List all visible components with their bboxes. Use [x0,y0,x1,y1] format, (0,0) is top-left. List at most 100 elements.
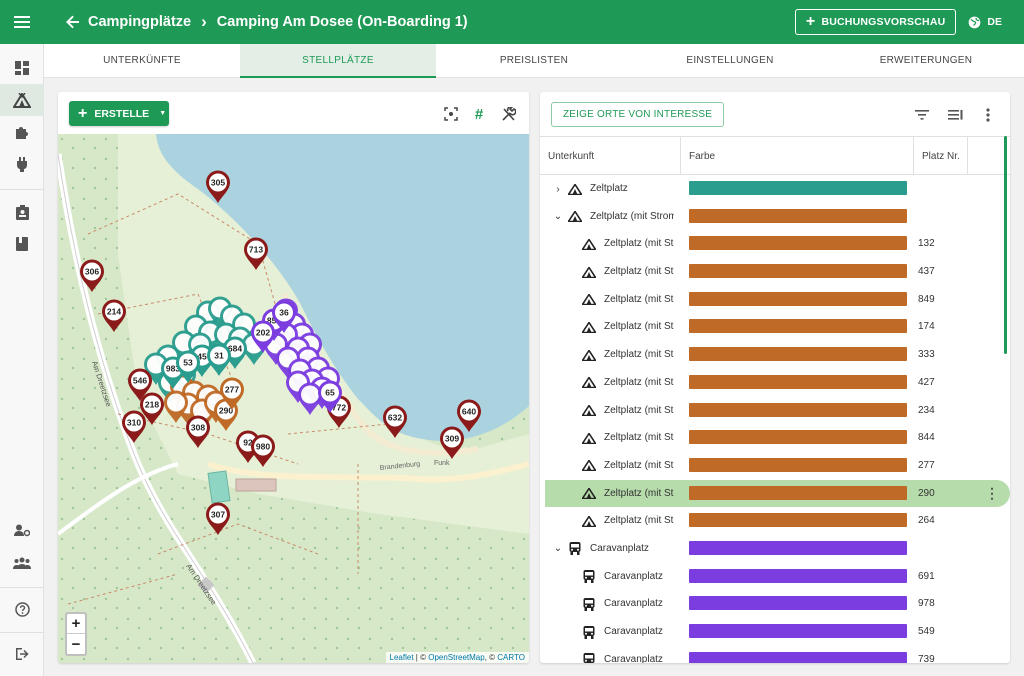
table-group-row[interactable]: › Zeltplatz [540,175,1010,203]
row-menu-icon[interactable]: ⋮ [985,484,999,501]
user-settings-icon[interactable] [0,514,44,546]
attribution-carto-link[interactable]: CARTO [497,653,525,662]
column-header-accommodation[interactable]: Unterkunft [540,137,681,175]
map-pin[interactable]: 277 [220,377,244,411]
table-row[interactable]: Caravanplatz 691 [540,563,1010,591]
dashboard-icon[interactable] [0,52,44,84]
map-pin[interactable]: 772 [327,395,351,429]
map-pin[interactable]: 308 [186,415,210,449]
tools-icon[interactable] [497,103,519,125]
color-swatch[interactable] [689,430,907,445]
chevron-right-icon[interactable]: › [556,183,560,195]
map-pin[interactable]: 306 [80,259,104,293]
color-swatch[interactable] [689,596,907,611]
table-scrollbar[interactable] [1004,136,1007,354]
table-row[interactable]: Zeltplatz (mit Strom) 333 [540,341,1010,369]
back-arrow-icon[interactable] [58,0,88,44]
chevron-down-icon[interactable]: ⌄ [553,543,563,555]
tab-extensions[interactable]: ERWEITERUNGEN [879,55,973,66]
color-swatch[interactable] [689,319,907,334]
table-group-row[interactable]: ⌄ Caravanplatz [540,535,1010,563]
tab-accommodations[interactable]: UNTERKÜNFTE [103,55,181,66]
map-pin[interactable]: 305 [206,170,230,204]
color-swatch[interactable] [689,485,907,500]
map-pin[interactable]: 36 [272,300,296,334]
map-pin[interactable]: 310 [122,410,146,444]
zoom-out-button[interactable]: − [71,635,81,653]
map-pin[interactable]: 65 [318,380,342,414]
map-pin[interactable]: 290 [214,398,238,432]
attribution-osm-link[interactable]: OpenStreetMap [428,653,485,662]
map-pin[interactable]: 684 [223,336,247,370]
help-icon[interactable] [0,593,44,625]
filter-icon[interactable] [911,104,933,126]
logout-icon[interactable] [0,638,44,670]
breadcrumb-parent[interactable]: Campingplätze [88,14,192,30]
map-pin[interactable]: 640 [457,399,481,433]
tab-price-lists[interactable]: PREISLISTEN [499,55,569,66]
map-pin[interactable]: 546 [128,368,152,402]
table-row[interactable]: Zeltplatz (mit Strom) 132 [540,230,1010,258]
table-row[interactable]: Zeltplatz (mit Strom) 264 [540,507,1010,535]
campsite-tent-icon[interactable] [0,84,44,116]
color-swatch[interactable] [689,457,907,472]
map-pin[interactable]: 309 [440,426,464,460]
color-swatch[interactable] [689,540,907,555]
map-pin[interactable]: 307 [206,502,230,536]
column-header-pitch-number[interactable]: Platz Nr. [914,137,968,175]
color-swatch[interactable] [689,374,907,389]
more-options-icon[interactable] [977,104,999,126]
color-swatch[interactable] [689,624,907,638]
table-row[interactable]: Zeltplatz (mit Strom) 427 [540,369,1010,397]
map-pin[interactable]: 218 [140,392,164,426]
center-focus-icon[interactable] [440,103,462,125]
map-pin[interactable]: 214 [102,299,126,333]
map-pin[interactable]: 202 [251,320,275,354]
numbering-hash-icon[interactable]: # [474,105,484,123]
booking-badge-icon[interactable] [0,196,44,228]
map-pin[interactable]: 632 [383,405,407,439]
plug-icon[interactable] [0,148,44,180]
site-map[interactable]: Am Dreetzsee Am Dreetzsee Brandenburg Fu… [58,134,529,663]
show-points-of-interest-button[interactable]: ZEIGE ORTE VON INTERESSE [551,102,725,127]
table-row[interactable]: Caravanplatz 549 [540,618,1010,646]
color-swatch[interactable] [689,208,907,223]
booking-preview-button[interactable]: + BUCHUNGSVORSCHAU [794,9,957,35]
book-icon[interactable] [0,228,44,260]
table-row[interactable]: Zeltplatz (mit Strom) 849 [540,286,1010,314]
language-switch[interactable]: DE [968,16,1002,29]
map-pin[interactable]: 45 [190,344,214,378]
tab-pitches[interactable]: STELLPLÄTZE [240,44,436,78]
table-group-row[interactable]: ⌄ Zeltplatz (mit Strom) [540,203,1010,231]
color-swatch[interactable] [689,651,907,663]
map-pin[interactable]: 850 [262,308,286,342]
color-swatch[interactable] [689,236,907,251]
table-row[interactable]: Caravanplatz 739 [540,646,1010,663]
extension-puzzle-icon[interactable] [0,116,44,148]
column-header-color[interactable]: Farbe [681,137,914,175]
color-swatch[interactable] [689,291,907,306]
map-pin[interactable]: 983 [161,356,185,390]
create-button[interactable]: + ERSTELLE ▼ [69,101,169,126]
color-swatch[interactable] [689,264,907,279]
table-row[interactable]: Zeltplatz (mit Strom) 844 [540,424,1010,452]
table-row[interactable]: Zeltplatz (mit Strom) 277 [540,452,1010,480]
map-pin[interactable]: 92 [236,430,260,464]
table-row[interactable]: Zeltplatz (mit Strom) 290 ⋮ [545,479,1010,508]
map-pin[interactable]: 31 [207,343,231,377]
table-row[interactable]: Caravanplatz 978 [540,590,1010,618]
table-row[interactable]: Zeltplatz (mit Strom) 234 [540,397,1010,425]
color-swatch[interactable] [689,347,907,362]
view-columns-icon[interactable] [944,104,966,126]
color-swatch[interactable] [689,402,907,417]
color-swatch[interactable] [689,513,907,528]
table-row[interactable]: Zeltplatz (mit Strom) 437 [540,258,1010,286]
map-pin[interactable]: 713 [244,237,268,271]
color-swatch[interactable] [689,181,907,195]
tab-settings[interactable]: EINSTELLUNGEN [686,55,774,66]
map-pin[interactable]: 53 [176,350,200,384]
chevron-down-icon[interactable]: ⌄ [553,211,563,223]
color-swatch[interactable] [689,568,907,583]
zoom-in-button[interactable]: + [67,614,85,634]
team-icon[interactable] [0,547,44,579]
